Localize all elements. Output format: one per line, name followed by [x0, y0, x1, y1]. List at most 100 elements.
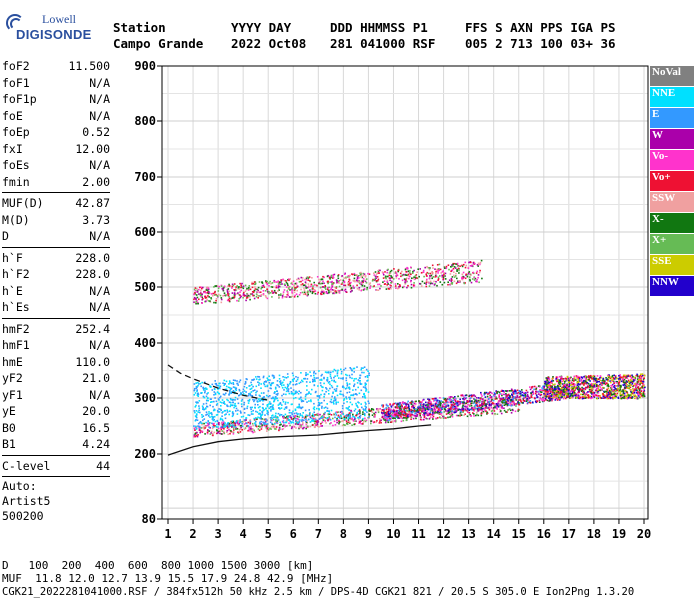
echo-point	[262, 293, 265, 295]
echo-point	[261, 424, 264, 426]
echo-point	[422, 405, 424, 408]
echo-point	[316, 276, 319, 278]
echo-point	[385, 413, 387, 415]
echo-point	[477, 265, 479, 267]
echo-point	[201, 392, 203, 394]
echo-point	[340, 370, 343, 373]
echo-point	[266, 377, 269, 379]
echo-point	[283, 289, 286, 291]
echo-point	[197, 434, 199, 436]
echo-point	[228, 283, 230, 286]
echo-point	[367, 400, 370, 403]
echo-point	[455, 411, 457, 413]
echo-point	[408, 411, 410, 413]
echo-point	[306, 425, 309, 427]
echo-point	[468, 409, 470, 412]
echo-point	[465, 264, 468, 267]
echo-point	[217, 287, 220, 290]
echo-point	[303, 291, 306, 294]
echo-point	[253, 289, 256, 292]
echo-point	[415, 407, 418, 410]
echo-point	[325, 387, 327, 389]
echo-point	[395, 275, 397, 277]
echo-point	[286, 282, 289, 285]
echo-point	[307, 290, 309, 292]
param-name: MUF(D)	[2, 196, 44, 210]
echo-point	[207, 292, 210, 295]
echo-point	[553, 387, 556, 390]
echo-point	[285, 407, 288, 409]
echo-point	[331, 280, 333, 283]
echo-point	[299, 381, 302, 384]
echo-point	[490, 396, 493, 398]
echo-point	[328, 286, 330, 289]
echo-point	[640, 386, 643, 389]
echo-point	[452, 263, 454, 266]
echo-point	[208, 413, 210, 415]
echo-point	[518, 403, 520, 406]
echo-point	[397, 403, 399, 406]
echo-point	[488, 402, 490, 404]
echo-point	[286, 383, 289, 386]
echo-point	[225, 294, 227, 296]
echo-point	[382, 272, 384, 274]
echo-point	[259, 415, 262, 417]
echo-point	[409, 270, 411, 272]
echo-point	[295, 282, 298, 285]
echo-point	[441, 283, 444, 286]
echo-point	[305, 426, 308, 429]
echo-point	[248, 285, 251, 287]
echo-point	[458, 269, 460, 272]
echo-point	[387, 283, 389, 285]
echo-point	[504, 400, 506, 402]
echo-point	[248, 414, 251, 417]
echo-point	[254, 407, 256, 409]
echo-point	[462, 275, 464, 278]
echo-point	[237, 409, 239, 412]
echo-point	[527, 395, 530, 398]
echo-point	[345, 396, 347, 398]
echo-point	[333, 273, 336, 276]
echo-point	[443, 272, 445, 274]
echo-point	[203, 291, 205, 294]
param-value: 16.5	[82, 420, 110, 435]
echo-point	[195, 410, 198, 412]
echo-point	[198, 405, 200, 407]
echo-point	[279, 408, 281, 410]
echo-point	[501, 393, 503, 395]
echo-point	[241, 282, 243, 285]
echo-point	[484, 409, 486, 411]
echo-point	[548, 392, 550, 395]
echo-point	[425, 417, 427, 420]
echo-point	[404, 267, 407, 270]
echo-point	[214, 285, 216, 287]
echo-point	[437, 402, 439, 404]
echo-point	[340, 377, 342, 380]
echo-point	[300, 400, 303, 403]
echo-point	[502, 399, 505, 402]
echo-point	[320, 378, 323, 381]
echo-point	[283, 379, 285, 381]
echo-point	[300, 283, 303, 286]
echo-point	[542, 399, 545, 402]
echo-point	[513, 403, 516, 406]
echo-point	[233, 296, 236, 298]
echo-point	[277, 404, 280, 406]
echo-point	[240, 400, 243, 402]
echo-point	[484, 403, 486, 406]
echo-point	[436, 411, 438, 414]
echo-point	[350, 394, 352, 397]
echo-point	[384, 276, 387, 279]
echo-point	[397, 269, 400, 272]
echo-point	[312, 285, 314, 287]
echo-point	[447, 264, 450, 266]
echo-point	[450, 396, 452, 398]
echo-point	[257, 381, 259, 383]
echo-point	[308, 276, 311, 278]
echo-point	[326, 376, 329, 379]
echo-point	[262, 284, 265, 287]
echo-point	[292, 421, 295, 424]
echo-point	[319, 413, 321, 416]
echo-point	[315, 377, 318, 379]
echo-point	[301, 418, 303, 421]
